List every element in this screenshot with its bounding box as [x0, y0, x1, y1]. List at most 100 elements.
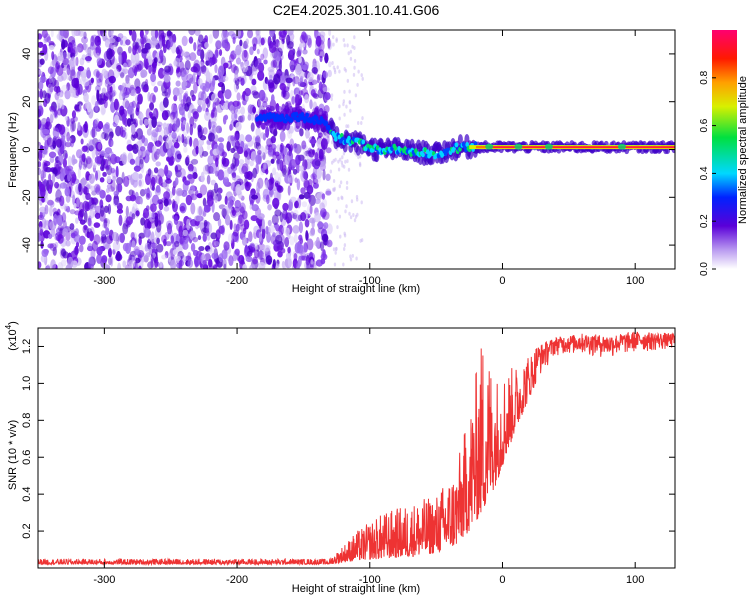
- noise-blob: [197, 105, 202, 113]
- noise-blob: [289, 211, 295, 219]
- noise-blob: [323, 105, 330, 114]
- noise-blob: [257, 99, 262, 108]
- noise-blob: [176, 220, 184, 232]
- noise-blob: [185, 55, 192, 61]
- noise-blob: [69, 137, 75, 148]
- noise-blob: [229, 219, 233, 231]
- noise-blob: [316, 192, 323, 201]
- noise-blob: [218, 49, 223, 56]
- noise-blob: [349, 49, 353, 54]
- noise-blob: [125, 74, 130, 84]
- noise-blob: [324, 52, 329, 64]
- noise-blob: [189, 52, 197, 62]
- noise-blob: [69, 69, 76, 77]
- noise-blob: [189, 103, 195, 113]
- noise-blob: [292, 76, 296, 87]
- noise-blob: [349, 108, 352, 113]
- noise-blob: [348, 211, 351, 216]
- noise-blob: [177, 133, 183, 144]
- signal-core: [465, 141, 469, 147]
- noise-blob: [310, 259, 314, 265]
- noise-blob: [190, 193, 198, 201]
- noise-blob: [87, 217, 92, 227]
- noise-blob: [298, 56, 302, 64]
- noise-blob: [45, 78, 52, 86]
- noise-blob: [96, 78, 103, 88]
- noise-blob: [266, 138, 274, 148]
- noise-blob: [289, 235, 295, 246]
- noise-blob: [346, 159, 349, 164]
- noise-blob: [38, 102, 43, 110]
- snr-x-tick-label: -300: [93, 574, 115, 586]
- noise-blob: [223, 169, 230, 179]
- noise-blob: [168, 124, 172, 136]
- noise-blob: [145, 78, 149, 87]
- noise-blob: [145, 108, 151, 120]
- noise-blob: [235, 223, 240, 232]
- noise-blob: [239, 205, 245, 214]
- noise-blob: [322, 71, 328, 79]
- noise-blob: [77, 65, 85, 72]
- noise-blob: [141, 135, 146, 144]
- noise-blob: [126, 117, 132, 127]
- noise-blob: [196, 205, 204, 217]
- noise-blob: [170, 259, 177, 269]
- noise-blob: [210, 247, 218, 255]
- noise-blob: [246, 171, 253, 181]
- noise-blob: [218, 127, 222, 133]
- noise-blob: [343, 66, 346, 71]
- noise-blob: [156, 237, 160, 245]
- noise-blob: [151, 67, 156, 75]
- noise-blob: [50, 259, 56, 269]
- noise-blob: [274, 151, 280, 157]
- noise-blob: [146, 128, 152, 136]
- noise-blob: [172, 249, 177, 256]
- noise-blob: [186, 218, 191, 231]
- noise-blob: [81, 177, 86, 188]
- noise-blob: [304, 218, 310, 228]
- noise-blob: [331, 35, 335, 40]
- noise-blob: [293, 209, 299, 216]
- noise-blob: [48, 179, 54, 190]
- noise-blob: [123, 175, 130, 187]
- noise-blob: [353, 65, 356, 70]
- noise-blob: [277, 176, 282, 186]
- noise-blob: [346, 43, 349, 48]
- noise-blob: [133, 165, 141, 172]
- noise-blob: [305, 230, 309, 241]
- noise-blob: [178, 225, 184, 238]
- noise-blob: [71, 120, 76, 132]
- signal-core: [452, 146, 456, 152]
- noise-blob: [108, 138, 114, 148]
- noise-blob: [255, 187, 260, 196]
- noise-blob: [152, 94, 157, 103]
- noise-blob: [101, 87, 107, 95]
- noise-blob: [85, 192, 91, 201]
- noise-blob: [103, 264, 111, 269]
- noise-blob: [291, 58, 297, 68]
- noise-blob: [54, 181, 60, 189]
- noise-blob: [38, 167, 42, 176]
- noise-blob: [57, 108, 62, 116]
- noise-blob: [318, 81, 323, 92]
- noise-blob: [98, 72, 104, 83]
- noise-blob: [151, 116, 157, 128]
- noise-blob: [271, 143, 277, 151]
- noise-blob: [150, 203, 157, 213]
- noise-blob: [94, 100, 99, 112]
- noise-blob: [190, 89, 195, 98]
- noise-blob: [204, 52, 211, 61]
- noise-blob: [149, 220, 157, 229]
- noise-blob: [279, 130, 286, 142]
- noise-blob: [83, 78, 90, 87]
- noise-blob: [209, 121, 217, 129]
- colorbar-label: Normalized spectral amplitude: [737, 76, 749, 224]
- noise-blob: [95, 185, 101, 196]
- noise-blob: [215, 229, 221, 241]
- spectrogram-y-tick-label: -20: [21, 189, 33, 205]
- signal-core: [421, 152, 425, 158]
- noise-blob: [354, 93, 358, 98]
- noise-blob: [309, 99, 313, 110]
- noise-blob: [128, 30, 133, 36]
- noise-blob: [94, 35, 101, 47]
